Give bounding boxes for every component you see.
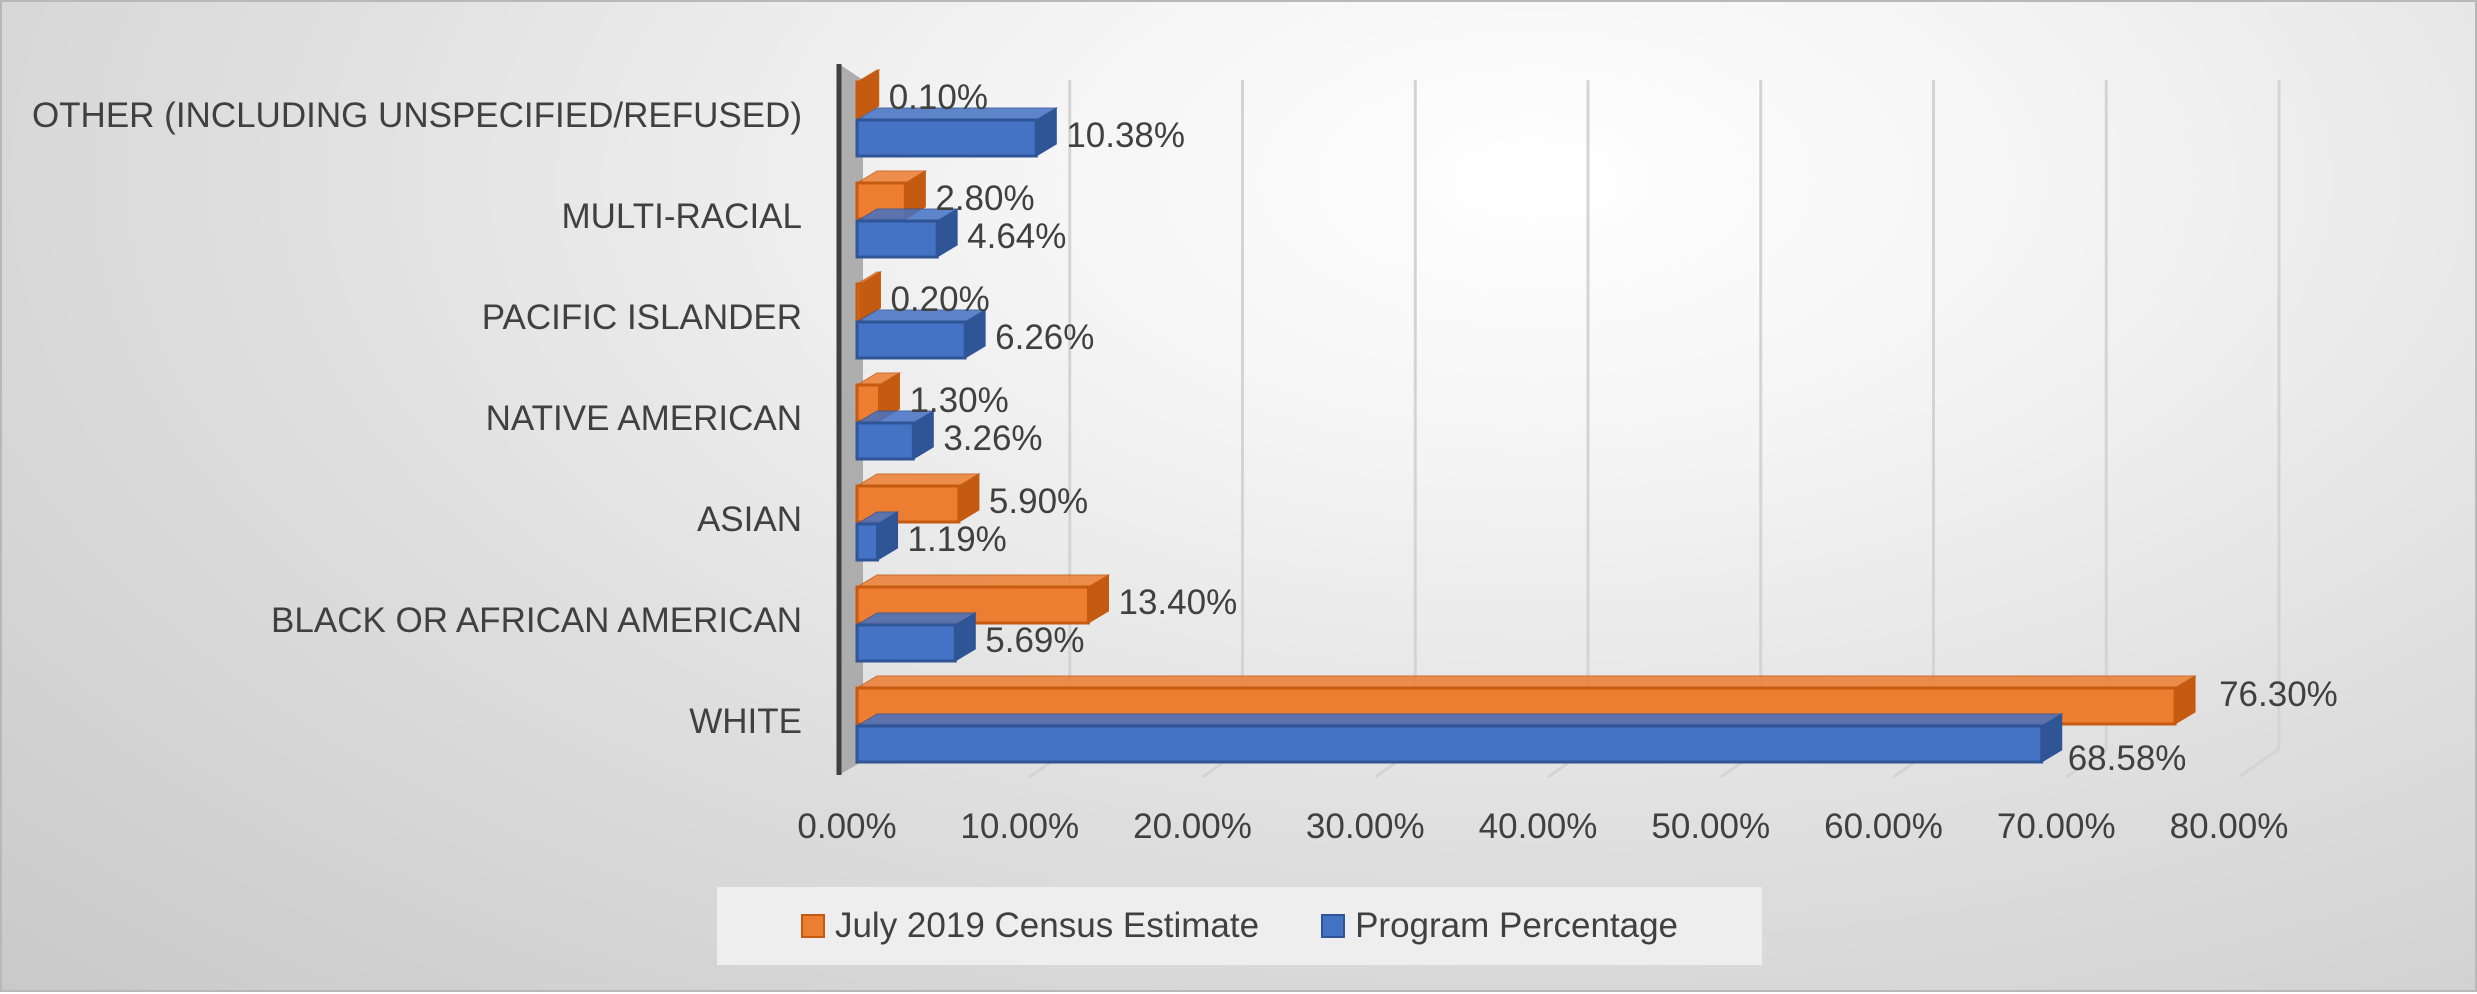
data-label: 6.26%: [995, 318, 1094, 357]
x-tick-label: 20.00%: [1133, 807, 1252, 846]
bar[interactable]: [855, 282, 862, 322]
bar[interactable]: [855, 118, 1038, 158]
bar[interactable]: [855, 522, 880, 562]
data-label: 4.64%: [967, 217, 1066, 256]
x-tick-label: 10.00%: [960, 807, 1079, 846]
data-label: 10.38%: [1066, 116, 1185, 155]
data-label: 1.30%: [909, 381, 1008, 420]
bar-top: [855, 574, 1111, 588]
bar-top: [855, 675, 2197, 689]
data-label: 13.40%: [1118, 583, 1237, 622]
data-label: 1.19%: [908, 520, 1007, 559]
category-label: WHITE: [689, 702, 802, 741]
category-label: ASIAN: [697, 500, 802, 539]
x-tick-label: 80.00%: [2170, 807, 2289, 846]
data-label: 5.90%: [989, 482, 1088, 521]
bar[interactable]: [855, 724, 2044, 764]
data-label: 2.80%: [935, 179, 1034, 218]
legend-swatch-census: [800, 914, 825, 938]
x-tick-label: 30.00%: [1306, 807, 1425, 846]
legend-label-census: July 2019 Census Estimate: [834, 906, 1260, 945]
legend: July 2019 Census Estimate Program Percen…: [717, 887, 1762, 965]
data-labels: 0.10% 10.38% 2.80%4.64% 0.20%6.26% 1.30%3.26…: [889, 78, 2338, 778]
gridline-floor: [2065, 747, 2108, 779]
bar[interactable]: [855, 320, 967, 360]
x-tick-labels: 0.00% 10.00% 20.00% 30.00% 40.00% 50.00% 60.00…: [797, 807, 2288, 846]
legend-label-program: Program Percentage: [1355, 906, 1679, 945]
gridline-floor: [2238, 747, 2280, 779]
category-labels: OTHER (INCLUDING UNSPECIFIED/REFUSED) MUL…: [32, 96, 802, 741]
bar[interactable]: [855, 484, 961, 524]
data-label: 76.30%: [2219, 675, 2338, 714]
x-tick-label: 0.00%: [797, 807, 896, 846]
bars: [855, 69, 2197, 764]
bar-top: [855, 473, 981, 487]
data-label: 0.10%: [889, 78, 988, 117]
bar[interactable]: [855, 623, 957, 663]
x-tick-label: 70.00%: [1997, 807, 2116, 846]
bar-top: [855, 713, 2064, 727]
data-label: 5.69%: [985, 621, 1084, 660]
category-label: BLACK OR AFRICAN AMERICAN: [271, 601, 802, 640]
category-label: NATIVE AMERICAN: [486, 399, 802, 438]
category-label: OTHER (INCLUDING UNSPECIFIED/REFUSED): [32, 96, 802, 135]
gridlines: [1028, 80, 2281, 779]
category-label: MULTI-RACIAL: [562, 197, 803, 236]
data-label: 3.26%: [943, 419, 1042, 458]
x-tick-label: 40.00%: [1479, 807, 1598, 846]
data-label: 68.58%: [2068, 739, 2187, 778]
bar[interactable]: [855, 421, 915, 461]
bar[interactable]: [855, 80, 861, 120]
category-label: PACIFIC ISLANDER: [482, 298, 802, 337]
legend-item-census[interactable]: July 2019 Census Estimate: [800, 906, 1260, 946]
x-tick-label: 50.00%: [1651, 807, 1770, 846]
legend-swatch-program: [1321, 914, 1346, 938]
x-tick-label: 60.00%: [1824, 807, 1943, 846]
legend-item-program[interactable]: Program Percentage: [1321, 906, 1678, 946]
bar[interactable]: [855, 219, 939, 259]
data-label: 0.20%: [890, 280, 989, 319]
